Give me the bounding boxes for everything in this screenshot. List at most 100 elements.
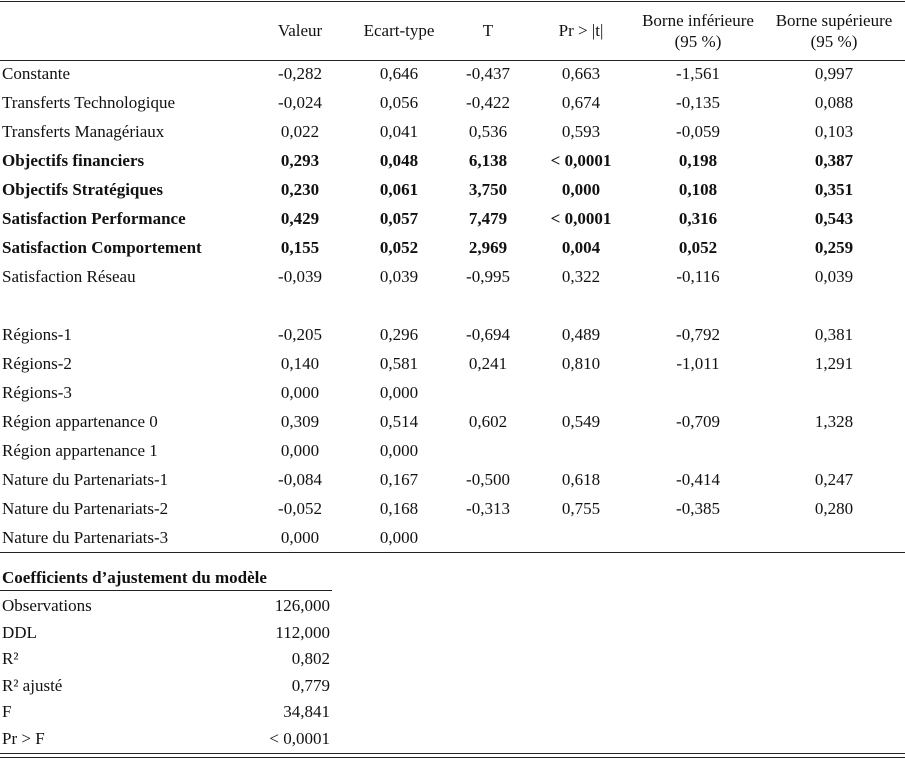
cell-t: -0,694 (466, 325, 510, 344)
table-row: Transferts Managériaux 0,022 0,041 0,536 0,5… (0, 120, 905, 149)
header-borne-sup-line2: (95 %) (810, 32, 858, 51)
cell-ecart: 0,052 (379, 238, 419, 257)
cell-bsup (766, 526, 902, 555)
header-ecart-type: Ecart-type (363, 21, 435, 40)
cell-binf: 0,198 (678, 151, 718, 170)
cell-valeur: -0,084 (278, 470, 322, 489)
row-label: Transferts Managériaux (2, 122, 165, 141)
table-row: Satisfaction Performance 0,429 0,057 7,479 <… (0, 207, 905, 236)
cell-t: 0,241 (468, 354, 508, 373)
row-label: Régions-3 (2, 383, 72, 402)
cell-t: 7,479 (468, 209, 508, 228)
cell-valeur: 0,140 (280, 354, 320, 373)
cell-bsup: 1,328 (814, 412, 854, 431)
fit-value: 34,841 (283, 702, 330, 722)
fit-label: R² (2, 649, 19, 669)
cell-valeur: 0,230 (280, 180, 320, 199)
table-row: Régions-2 0,140 0,581 0,241 0,810 -1,011 1,291 (0, 352, 905, 381)
cell-pr: 0,322 (561, 267, 601, 286)
fit-separator-rule (0, 552, 905, 553)
cell-bsup: 0,351 (814, 180, 854, 199)
cell-ecart: 0,581 (379, 354, 419, 373)
table-bottom-rule-2 (0, 757, 905, 758)
cell-ecart: 0,041 (379, 122, 419, 141)
cell-pr: 0,004 (561, 238, 601, 257)
cell-pr: < 0,0001 (550, 209, 612, 228)
cell-bsup: 0,280 (814, 499, 854, 518)
row-label: Nature du Partenariats-3 (2, 528, 169, 547)
cell-valeur: -0,024 (278, 93, 322, 112)
header-rule (0, 60, 905, 61)
header-t: T (482, 21, 494, 40)
cell-t: 3,750 (468, 180, 508, 199)
cell-pr: 0,618 (561, 470, 601, 489)
cell-valeur: 0,000 (280, 383, 320, 402)
cell-valeur: 0,429 (280, 209, 320, 228)
table-bottom-rule-1 (0, 753, 905, 754)
cell-t: -0,437 (466, 64, 510, 83)
cell-binf: -0,414 (676, 470, 720, 489)
row-label: Objectifs Stratégiques (2, 180, 164, 199)
cell-pr: 0,593 (561, 122, 601, 141)
table-row: Région appartenance 1 0,000 0,000 (0, 439, 905, 468)
cell-ecart: 0,167 (379, 470, 419, 489)
coefficients-table: Constante -0,282 0,646 -0,437 0,663 -1,561 0,9… (0, 62, 905, 555)
cell-binf: -0,059 (676, 122, 720, 141)
row-label: Satisfaction Performance (2, 209, 186, 228)
fit-row: F 34,841 (0, 702, 332, 729)
table-row: Nature du Partenariats-3 0,000 0,000 (0, 526, 905, 555)
cell-binf: -0,385 (676, 499, 720, 518)
row-label: Constante (2, 64, 70, 83)
row-label: Satisfaction Réseau (2, 267, 136, 286)
fit-value: < 0,0001 (269, 729, 330, 748)
cell-t: 0,602 (468, 412, 508, 431)
cell-ecart: 0,057 (379, 209, 419, 228)
row-label: Régions-2 (2, 354, 72, 373)
cell-bsup: 0,543 (814, 209, 854, 228)
cell-pr: 0,755 (561, 499, 601, 518)
cell-binf: 0,108 (678, 180, 718, 199)
cell-valeur: 0,022 (280, 122, 320, 141)
cell-bsup: 1,291 (814, 354, 854, 373)
cell-valeur: -0,052 (278, 499, 322, 518)
fit-value: 0,779 (291, 675, 330, 695)
cell-binf: -0,135 (676, 93, 720, 112)
cell-binf (632, 439, 764, 468)
cell-ecart: 0,296 (379, 325, 419, 344)
row-label: Objectifs financiers (2, 151, 145, 170)
fit-label: Observations (2, 596, 92, 615)
cell-valeur: 0,155 (280, 238, 320, 257)
cell-t: -0,313 (466, 499, 510, 518)
row-spacer (0, 294, 905, 323)
table-row: Satisfaction Comportement 0,155 0,052 2,969… (0, 236, 905, 265)
cell-pr (540, 439, 622, 468)
cell-ecart: 0,514 (379, 412, 419, 431)
table-row: Objectifs financiers 0,293 0,048 6,138 < 0,0… (0, 149, 905, 178)
cell-bsup: 0,088 (814, 93, 854, 112)
cell-ecart: 0,056 (379, 93, 419, 112)
cell-t (460, 381, 516, 410)
cell-valeur: 0,293 (280, 151, 320, 170)
header-borne-inf-line2: (95 %) (674, 32, 722, 51)
table-row: Satisfaction Réseau -0,039 0,039 -0,995 0,32… (0, 265, 905, 294)
cell-t (460, 439, 516, 468)
cell-binf (632, 381, 764, 410)
cell-valeur: 0,000 (280, 441, 320, 460)
table-row: Régions-1 -0,205 0,296 -0,694 0,489 -0,792 0,3… (0, 323, 905, 352)
header-borne-inf: Borne inférieure (95 %) (632, 10, 764, 52)
cell-t: 0,536 (468, 122, 508, 141)
row-label: Nature du Partenariats-1 (2, 470, 169, 489)
header-borne-sup-line1: Borne supérieure (775, 11, 893, 30)
cell-ecart: 0,000 (379, 441, 419, 460)
cell-pr: 0,000 (561, 180, 601, 199)
cell-ecart: 0,039 (379, 267, 419, 286)
cell-pr: 0,489 (561, 325, 601, 344)
cell-binf: 0,316 (678, 209, 718, 228)
cell-pr: 0,549 (561, 412, 601, 431)
cell-pr: 0,810 (561, 354, 601, 373)
fit-label: DDL (2, 622, 37, 642)
cell-bsup (766, 439, 902, 468)
cell-valeur: -0,039 (278, 267, 322, 286)
cell-binf: -0,116 (676, 267, 720, 286)
cell-binf: -0,709 (676, 412, 720, 431)
